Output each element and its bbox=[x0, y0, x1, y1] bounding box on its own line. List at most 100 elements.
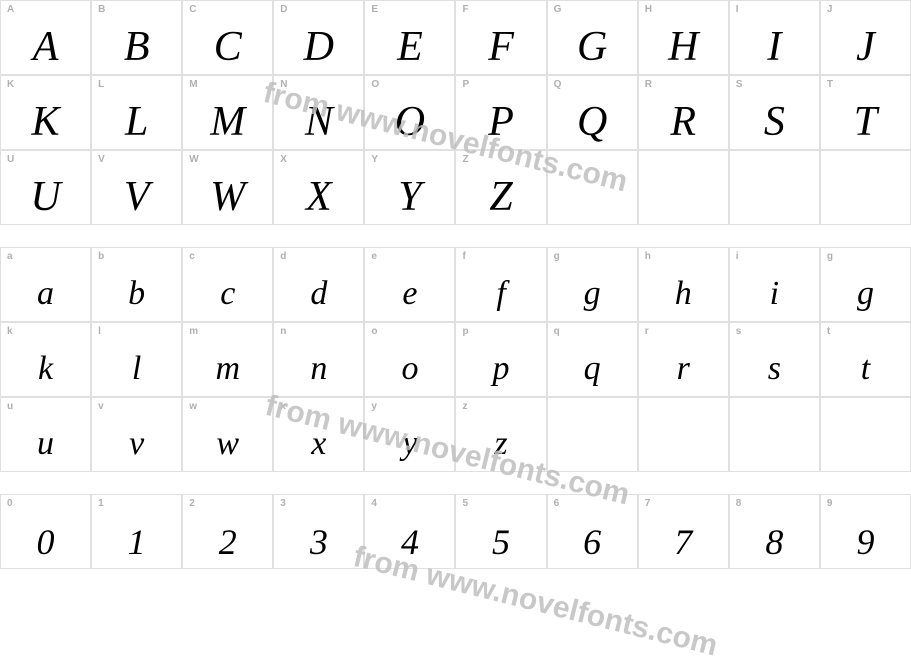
glyph-key-label: G bbox=[554, 4, 562, 15]
glyph-cell: NN bbox=[273, 75, 364, 150]
glyph-key-label: 8 bbox=[736, 498, 742, 509]
glyph-cell: MM bbox=[182, 75, 273, 150]
glyph-sample: 1 bbox=[92, 524, 181, 560]
glyph-cell: 99 bbox=[820, 494, 911, 569]
glyph-sample: 8 bbox=[730, 524, 819, 560]
glyph-row: UUVVWWXXYYZZ bbox=[0, 150, 911, 225]
glyph-cell: GG bbox=[547, 0, 638, 75]
glyph-key-label: t bbox=[827, 326, 830, 337]
glyph-sample: x bbox=[274, 427, 363, 461]
glyph-key-label: v bbox=[98, 401, 104, 412]
glyph-sample: h bbox=[639, 277, 728, 311]
glyph-row: AABBCCDDEEFFGGHHIIJJ bbox=[0, 0, 911, 75]
glyph-key-label: d bbox=[280, 251, 286, 262]
glyph-cell: PP bbox=[455, 75, 546, 150]
glyph-row: KKLLMMNNOOPPQQRRSSTT bbox=[0, 75, 911, 150]
glyph-cell: mm bbox=[182, 322, 273, 397]
glyph-cell bbox=[820, 397, 911, 472]
glyph-key-label: 7 bbox=[645, 498, 651, 509]
glyph-sample: J bbox=[821, 26, 910, 68]
glyph-key-label: Z bbox=[462, 154, 468, 165]
glyph-sample: 5 bbox=[456, 524, 545, 560]
glyph-key-label: U bbox=[7, 154, 14, 165]
glyph-cell: nn bbox=[273, 322, 364, 397]
glyph-sample: y bbox=[365, 427, 454, 461]
glyph-sample: l bbox=[92, 352, 181, 386]
glyph-sample: I bbox=[730, 26, 819, 68]
glyph-key-label: D bbox=[280, 4, 287, 15]
glyph-cell: 88 bbox=[729, 494, 820, 569]
glyph-sample: 4 bbox=[365, 524, 454, 560]
section-spacer bbox=[0, 472, 911, 494]
glyph-key-label: I bbox=[736, 4, 739, 15]
glyph-sample: S bbox=[730, 101, 819, 143]
glyph-cell: 33 bbox=[273, 494, 364, 569]
glyph-key-label: 5 bbox=[462, 498, 468, 509]
glyph-key-label: 4 bbox=[371, 498, 377, 509]
glyph-sample: e bbox=[365, 277, 454, 311]
glyph-sample: a bbox=[1, 277, 90, 311]
glyph-key-label: 3 bbox=[280, 498, 286, 509]
glyph-key-label: 6 bbox=[554, 498, 560, 509]
glyph-sample: g bbox=[821, 277, 910, 311]
glyph-key-label: F bbox=[462, 4, 468, 15]
glyph-sample: O bbox=[365, 101, 454, 143]
glyph-sample: b bbox=[92, 277, 181, 311]
glyph-cell: hh bbox=[638, 247, 729, 322]
glyph-key-label: N bbox=[280, 79, 287, 90]
glyph-cell: ss bbox=[729, 322, 820, 397]
glyph-cell: KK bbox=[0, 75, 91, 150]
glyph-row: 00112233445566778899 bbox=[0, 494, 911, 569]
glyph-sample: g bbox=[548, 277, 637, 311]
glyph-key-label: M bbox=[189, 79, 197, 90]
glyph-key-label: e bbox=[371, 251, 377, 262]
section-spacer bbox=[0, 225, 911, 247]
glyph-key-label: A bbox=[7, 4, 14, 15]
glyph-sample: L bbox=[92, 101, 181, 143]
glyph-cell bbox=[729, 150, 820, 225]
glyph-sample: n bbox=[274, 352, 363, 386]
glyph-sample: 7 bbox=[639, 524, 728, 560]
glyph-key-label: K bbox=[7, 79, 14, 90]
glyph-key-label: W bbox=[189, 154, 198, 165]
glyph-sample: 3 bbox=[274, 524, 363, 560]
glyph-cell: ff bbox=[455, 247, 546, 322]
glyph-key-label: f bbox=[462, 251, 465, 262]
glyph-cell: rr bbox=[638, 322, 729, 397]
glyph-cell: 22 bbox=[182, 494, 273, 569]
glyph-key-label: z bbox=[462, 401, 467, 412]
glyph-sample: W bbox=[183, 176, 272, 218]
glyph-key-label: q bbox=[554, 326, 560, 337]
glyph-cell: XX bbox=[273, 150, 364, 225]
glyph-cell: HH bbox=[638, 0, 729, 75]
glyph-cell: yy bbox=[364, 397, 455, 472]
glyph-key-label: E bbox=[371, 4, 378, 15]
glyph-cell: xx bbox=[273, 397, 364, 472]
glyph-cell: 00 bbox=[0, 494, 91, 569]
glyph-cell: UU bbox=[0, 150, 91, 225]
glyph-sample: p bbox=[456, 352, 545, 386]
glyph-cell: 66 bbox=[547, 494, 638, 569]
glyph-key-label: O bbox=[371, 79, 379, 90]
glyph-sample: D bbox=[274, 26, 363, 68]
glyph-key-label: r bbox=[645, 326, 649, 337]
glyph-key-label: R bbox=[645, 79, 652, 90]
glyph-cell bbox=[638, 150, 729, 225]
glyph-row: aabbccddeeffgghhiigg bbox=[0, 247, 911, 322]
glyph-sample: m bbox=[183, 352, 272, 386]
glyph-key-label: g bbox=[554, 251, 560, 262]
font-character-map: AABBCCDDEEFFGGHHIIJJKKLLMMNNOOPPQQRRSSTT… bbox=[0, 0, 911, 668]
glyph-sample: U bbox=[1, 176, 90, 218]
glyph-cell: bb bbox=[91, 247, 182, 322]
glyph-cell: gg bbox=[820, 247, 911, 322]
glyph-sample: T bbox=[821, 101, 910, 143]
glyph-key-label: B bbox=[98, 4, 105, 15]
glyph-cell: zz bbox=[455, 397, 546, 472]
glyph-key-label: n bbox=[280, 326, 286, 337]
glyph-cell: qq bbox=[547, 322, 638, 397]
glyph-cell: VV bbox=[91, 150, 182, 225]
glyph-cell: JJ bbox=[820, 0, 911, 75]
glyph-sample: u bbox=[1, 427, 90, 461]
glyph-cell: pp bbox=[455, 322, 546, 397]
glyph-cell: 44 bbox=[364, 494, 455, 569]
